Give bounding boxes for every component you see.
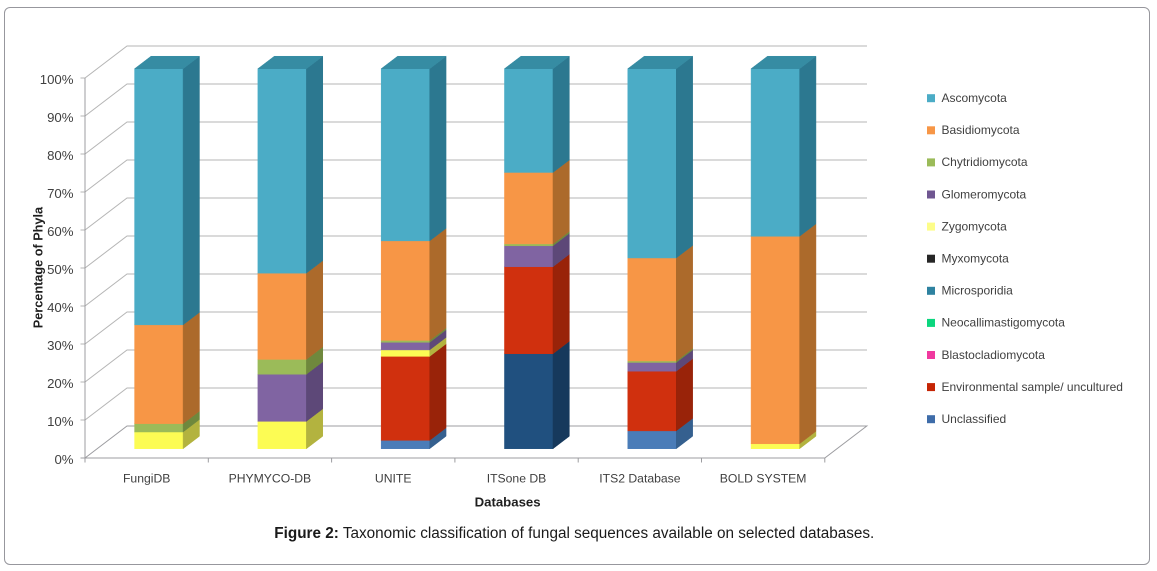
svg-text:Blastocladiomycota: Blastocladiomycota [942,348,1046,362]
svg-text:100%: 100% [40,72,74,87]
svg-text:90%: 90% [47,110,74,125]
svg-text:Ascomycota: Ascomycota [942,91,1008,105]
svg-text:Glomeromycota: Glomeromycota [942,187,1027,201]
svg-text:FungiDB: FungiDB [123,472,170,486]
svg-text:ITS2 Database: ITS2 Database [599,472,681,486]
svg-text:Unclassified: Unclassified [942,412,1007,426]
svg-text:Percentage of Phyla: Percentage of Phyla [32,206,46,328]
svg-text:Neocallimastigomycota: Neocallimastigomycota [942,316,1066,330]
svg-text:UNITE: UNITE [375,472,412,486]
svg-text:10%: 10% [47,414,74,429]
svg-text:ITSone DB: ITSone DB [487,472,547,486]
svg-text:Zygomycota: Zygomycota [942,219,1008,233]
svg-text:50%: 50% [47,262,74,277]
svg-text:PHYMYCO-DB: PHYMYCO-DB [229,472,312,486]
svg-text:70%: 70% [47,186,74,201]
svg-text:Databases: Databases [475,495,541,510]
svg-text:Environmental sample/ uncultur: Environmental sample/ uncultured [942,380,1123,394]
svg-text:20%: 20% [47,376,74,391]
svg-text:30%: 30% [47,338,74,353]
svg-text:BOLD SYSTEM: BOLD SYSTEM [720,472,807,486]
svg-text:0%: 0% [54,452,73,467]
svg-text:Myxomycota: Myxomycota [942,252,1010,266]
svg-text:Basidiomycota: Basidiomycota [942,123,1020,137]
svg-text:Figure 2: Taxonomic classifica: Figure 2: Taxonomic classification of fu… [274,525,874,542]
svg-text:Microsporidia: Microsporidia [942,284,1014,298]
svg-text:Chytridiomycota: Chytridiomycota [942,155,1028,169]
svg-text:60%: 60% [47,224,74,239]
svg-text:40%: 40% [47,300,74,315]
svg-text:80%: 80% [47,148,74,163]
